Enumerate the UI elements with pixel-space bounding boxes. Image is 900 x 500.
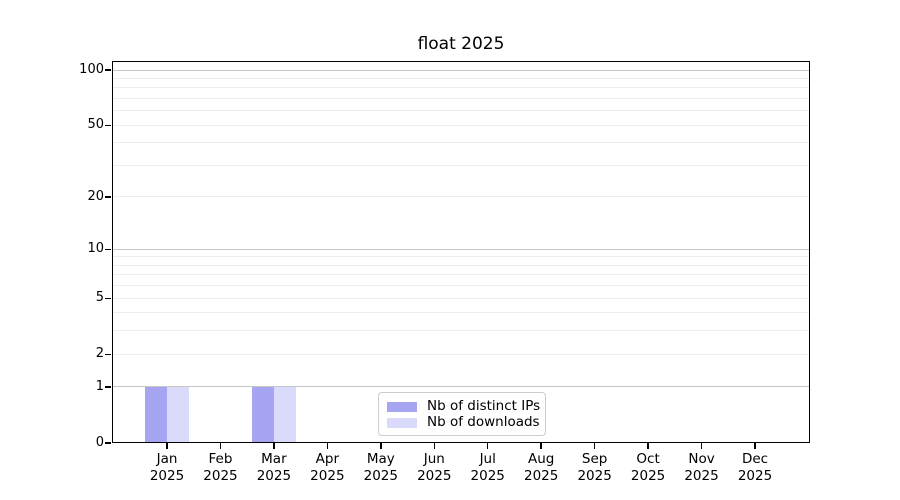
gridline-minor-2 bbox=[113, 353, 809, 355]
x-tick-oct bbox=[647, 443, 649, 449]
bar-downloads-mar bbox=[273, 386, 296, 442]
legend-swatch-downloads bbox=[387, 417, 417, 428]
x-tick-jul bbox=[487, 443, 489, 449]
y-tick-label-5: 5 bbox=[95, 290, 104, 306]
y-tick-10 bbox=[105, 248, 111, 250]
y-tick-1 bbox=[105, 386, 111, 388]
x-tick-jun bbox=[433, 443, 435, 449]
x-tick-dec bbox=[754, 443, 756, 449]
gridline-minor-7 bbox=[113, 274, 809, 276]
x-tick-jan bbox=[166, 443, 168, 449]
gridline-minor-60 bbox=[113, 110, 809, 112]
x-tick-mar bbox=[273, 443, 275, 449]
legend-swatch-distinct-ips bbox=[387, 401, 417, 412]
gridline-minor-20 bbox=[113, 196, 809, 198]
y-tick-5 bbox=[105, 297, 111, 299]
y-tick-50 bbox=[105, 124, 111, 126]
plot-area bbox=[112, 61, 810, 443]
x-tick-label-jun: Jun 2025 bbox=[417, 451, 452, 484]
bar-downloads-jan bbox=[167, 386, 189, 442]
gridline-minor-30 bbox=[113, 165, 809, 166]
y-tick-100 bbox=[105, 69, 111, 71]
x-tick-label-apr: Apr 2025 bbox=[310, 451, 345, 484]
x-tick-feb bbox=[219, 443, 222, 449]
bar-distinct-ips-jan bbox=[145, 386, 167, 442]
x-tick-may bbox=[380, 443, 382, 449]
x-tick-label-jan: Jan 2025 bbox=[149, 451, 185, 484]
x-tick-aug bbox=[540, 443, 542, 449]
gridline-minor-70 bbox=[113, 98, 809, 100]
y-tick-20 bbox=[105, 196, 111, 198]
gridline-minor-8 bbox=[113, 264, 809, 266]
x-tick-sep bbox=[593, 443, 596, 449]
y-tick-label-1: 1 bbox=[95, 378, 104, 394]
y-tick-label-20: 20 bbox=[87, 188, 104, 204]
x-tick-apr bbox=[326, 443, 329, 449]
gridline-major-10 bbox=[113, 248, 809, 250]
bar-distinct-ips-mar bbox=[251, 386, 274, 442]
chart-title: float 2025 bbox=[417, 34, 505, 54]
x-tick-label-nov: Nov 2025 bbox=[684, 451, 719, 484]
x-tick-label-jul: Jul 2025 bbox=[470, 451, 505, 484]
gridline-minor-80 bbox=[113, 87, 809, 89]
legend-row-downloads: Nb of downloads bbox=[387, 414, 540, 430]
legend-label-distinct-ips: Nb of distinct IPs bbox=[427, 398, 541, 414]
gridline-minor-5 bbox=[113, 297, 809, 299]
x-tick-nov bbox=[700, 443, 703, 449]
legend-row-distinct-ips: Nb of distinct IPs bbox=[387, 398, 541, 414]
x-tick-label-sep: Sep 2025 bbox=[577, 451, 612, 484]
y-tick-label-0: 0 bbox=[95, 435, 104, 450]
x-tick-label-may: May 2025 bbox=[363, 451, 398, 484]
gridline-minor-40 bbox=[113, 142, 809, 144]
legend-label-downloads: Nb of downloads bbox=[427, 414, 540, 430]
gridline-major-1 bbox=[113, 386, 809, 388]
y-tick-label-10: 10 bbox=[87, 241, 104, 257]
x-tick-label-mar: Mar 2025 bbox=[256, 451, 292, 484]
gridline-minor-50 bbox=[113, 124, 809, 126]
y-tick-label-2: 2 bbox=[95, 346, 104, 362]
x-tick-label-dec: Dec 2025 bbox=[737, 451, 773, 484]
y-tick-label-100: 100 bbox=[79, 62, 104, 78]
gridline-minor-9 bbox=[113, 256, 809, 258]
x-tick-label-feb: Feb 2025 bbox=[203, 451, 238, 484]
y-tick-2 bbox=[105, 353, 111, 355]
gridline-minor-4 bbox=[113, 312, 809, 314]
legend: Nb of distinct IPs Nb of downloads bbox=[378, 392, 546, 436]
x-tick-label-aug: Aug 2025 bbox=[523, 451, 559, 484]
y-tick-label-50: 50 bbox=[87, 117, 104, 133]
gridline-major-100 bbox=[113, 69, 809, 71]
gridline-minor-90 bbox=[113, 77, 809, 79]
gridline-minor-3 bbox=[113, 330, 809, 332]
x-tick-label-oct: Oct 2025 bbox=[630, 451, 666, 484]
y-tick-0 bbox=[105, 442, 111, 444]
gridline-minor-6 bbox=[113, 285, 809, 287]
